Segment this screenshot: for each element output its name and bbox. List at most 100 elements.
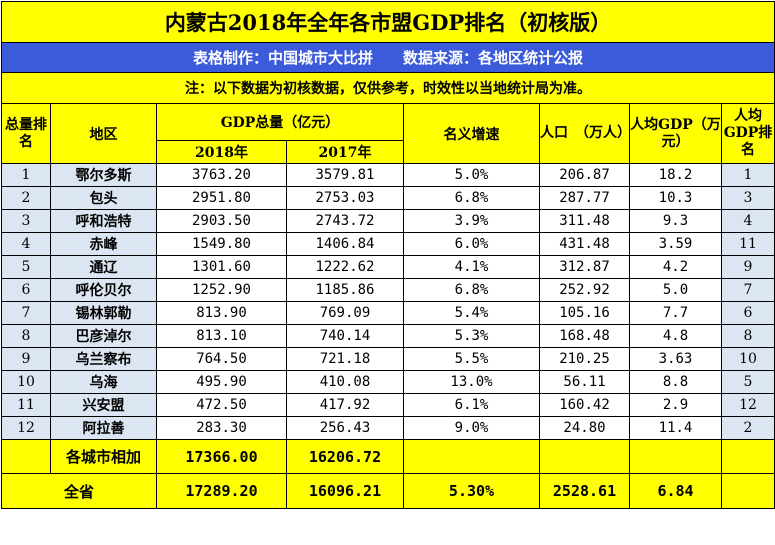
rank-cell: 1 (1, 163, 51, 187)
per-capita-cell: 9.3 (629, 209, 722, 233)
growth-cell: 6.0% (403, 232, 540, 256)
header-region: 地区 (50, 103, 157, 164)
rank-cell: 9 (1, 347, 51, 371)
per-capita-rank-cell: 12 (720, 393, 775, 417)
population-cell: 56.11 (539, 370, 630, 394)
gdp-2018-cell: 2903.50 (156, 209, 287, 233)
sum-empty-cell (1, 439, 51, 474)
note-line: 注：以下数据为初核数据，仅供参考，时效性以当地统计局为准。 (0, 72, 775, 104)
population-cell: 431.48 (539, 232, 630, 256)
header-rank: 总量排名 (1, 103, 51, 164)
sum-row: 各城市相加 17366.00 16206.72 (1, 439, 775, 474)
per-capita-rank-cell: 10 (720, 347, 775, 371)
per-capita-rank-cell: 4 (720, 209, 775, 233)
per-capita-cell: 4.2 (629, 255, 722, 279)
gdp-2018-cell: 813.90 (156, 301, 287, 325)
sum-label: 各城市相加 (50, 439, 157, 474)
population-cell: 160.42 (539, 393, 630, 417)
gdp-2017-cell: 410.08 (286, 370, 404, 394)
growth-cell: 6.8% (403, 278, 540, 302)
credit-line: 表格制作：中国城市大比拼 数据来源：各地区统计公报 (0, 42, 775, 73)
growth-cell: 5.3% (403, 324, 540, 348)
rank-cell: 6 (1, 278, 51, 302)
total-row: 全省 17289.20 16096.21 5.30% 2528.61 6.84 (1, 473, 775, 509)
rank-cell: 4 (1, 232, 51, 256)
total-population: 2528.61 (539, 473, 630, 509)
per-capita-cell: 8.8 (629, 370, 722, 394)
header-gdp-total: GDP总量（亿元） (156, 103, 404, 141)
rank-cell: 10 (1, 370, 51, 394)
rank-cell: 11 (1, 393, 51, 417)
growth-cell: 6.8% (403, 186, 540, 210)
population-cell: 287.77 (539, 186, 630, 210)
growth-cell: 5.4% (403, 301, 540, 325)
population-cell: 210.25 (539, 347, 630, 371)
per-capita-rank-cell: 6 (720, 301, 775, 325)
gdp-2018-cell: 1301.60 (156, 255, 287, 279)
total-empty-cell (720, 473, 775, 509)
rank-cell: 12 (1, 416, 51, 440)
growth-cell: 4.1% (403, 255, 540, 279)
growth-cell: 5.0% (403, 163, 540, 187)
page-title: 内蒙古2018年全年各市盟GDP排名（初核版） (0, 1, 775, 43)
total-per-capita: 6.84 (629, 473, 722, 509)
header-2017: 2017年 (286, 140, 404, 164)
region-cell: 兴安盟 (50, 393, 157, 417)
total-label: 全省 (1, 473, 157, 509)
per-capita-rank-cell: 7 (720, 278, 775, 302)
rank-cell: 7 (1, 301, 51, 325)
region-cell: 乌兰察布 (50, 347, 157, 371)
sum-gdp-2018: 17366.00 (156, 439, 287, 474)
table-row: 7 锡林郭勒 813.90 769.09 5.4% 105.16 7.7 6 (1, 301, 775, 325)
sum-empty-cell (539, 439, 630, 474)
per-capita-rank-cell: 2 (720, 416, 775, 440)
table-row: 10 乌海 495.90 410.08 13.0% 56.11 8.8 5 (1, 370, 775, 394)
gdp-ranking-table: 内蒙古2018年全年各市盟GDP排名（初核版） 表格制作：中国城市大比拼 数据来… (0, 1, 775, 509)
table-row: 12 阿拉善 283.30 256.43 9.0% 24.80 11.4 2 (1, 416, 775, 440)
per-capita-cell: 4.8 (629, 324, 722, 348)
gdp-2018-cell: 1549.80 (156, 232, 287, 256)
population-cell: 24.80 (539, 416, 630, 440)
table-row: 8 巴彦淖尔 813.10 740.14 5.3% 168.48 4.8 8 (1, 324, 775, 348)
gdp-2017-cell: 1185.86 (286, 278, 404, 302)
per-capita-rank-cell: 11 (720, 232, 775, 256)
region-cell: 乌海 (50, 370, 157, 394)
region-cell: 赤峰 (50, 232, 157, 256)
table-row: 5 通辽 1301.60 1222.62 4.1% 312.87 4.2 9 (1, 255, 775, 279)
header-population: 人口 （万人） (539, 103, 630, 164)
region-cell: 锡林郭勒 (50, 301, 157, 325)
header-per-capita: 人均GDP（万元） (629, 103, 722, 164)
per-capita-rank-cell: 9 (720, 255, 775, 279)
region-cell: 鄂尔多斯 (50, 163, 157, 187)
population-cell: 168.48 (539, 324, 630, 348)
region-cell: 巴彦淖尔 (50, 324, 157, 348)
table-row: 3 呼和浩特 2903.50 2743.72 3.9% 311.48 9.3 4 (1, 209, 775, 233)
header-per-capita-rank: 人均GDP排名 (720, 103, 775, 164)
rank-cell: 2 (1, 186, 51, 210)
table-row: 11 兴安盟 472.50 417.92 6.1% 160.42 2.9 12 (1, 393, 775, 417)
population-cell: 312.87 (539, 255, 630, 279)
per-capita-cell: 3.59 (629, 232, 722, 256)
per-capita-rank-cell: 3 (720, 186, 775, 210)
rank-cell: 5 (1, 255, 51, 279)
table-row: 4 赤峰 1549.80 1406.84 6.0% 431.48 3.59 11 (1, 232, 775, 256)
region-cell: 呼和浩特 (50, 209, 157, 233)
header-growth: 名义增速 (403, 103, 540, 164)
per-capita-cell: 7.7 (629, 301, 722, 325)
gdp-2017-cell: 3579.81 (286, 163, 404, 187)
gdp-2018-cell: 813.10 (156, 324, 287, 348)
gdp-2018-cell: 283.30 (156, 416, 287, 440)
gdp-2018-cell: 3763.20 (156, 163, 287, 187)
region-cell: 阿拉善 (50, 416, 157, 440)
growth-cell: 9.0% (403, 416, 540, 440)
per-capita-cell: 3.63 (629, 347, 722, 371)
sum-empty-cell (403, 439, 540, 474)
gdp-2017-cell: 721.18 (286, 347, 404, 371)
table-row: 2 包头 2951.80 2753.03 6.8% 287.77 10.3 3 (1, 186, 775, 210)
gdp-2017-cell: 769.09 (286, 301, 404, 325)
per-capita-cell: 10.3 (629, 186, 722, 210)
per-capita-cell: 5.0 (629, 278, 722, 302)
rank-cell: 3 (1, 209, 51, 233)
gdp-2018-cell: 472.50 (156, 393, 287, 417)
gdp-2018-cell: 2951.80 (156, 186, 287, 210)
